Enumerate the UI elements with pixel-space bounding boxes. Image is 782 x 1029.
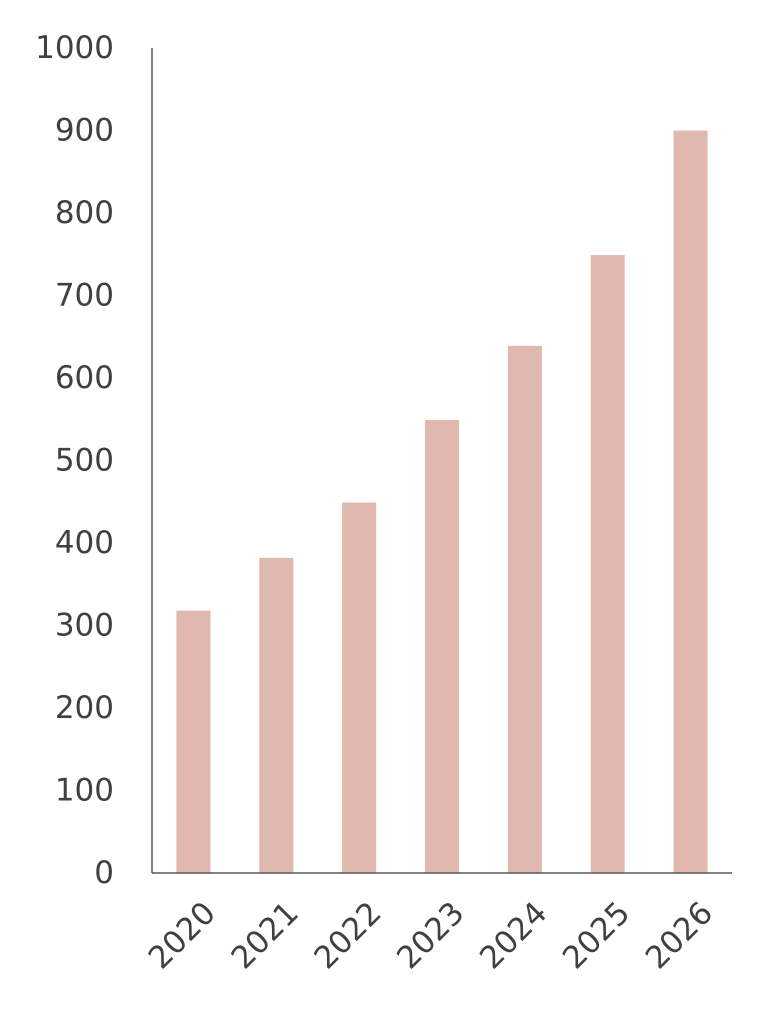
- y-tick-label: 600: [55, 360, 114, 396]
- x-tick-label: 2020: [142, 895, 223, 976]
- y-tick-label: 400: [55, 525, 114, 561]
- y-tick-label: 900: [55, 113, 114, 149]
- bar-2021: [259, 557, 294, 873]
- y-axis-ticks: 0 100 200 300 400 500 600 700 800 900 1000: [35, 30, 114, 891]
- y-tick-label: 800: [55, 195, 114, 231]
- y-tick-label: 200: [55, 690, 114, 726]
- bar-2020: [176, 610, 211, 873]
- bar-2022: [342, 502, 377, 873]
- bar-2026: [673, 130, 708, 873]
- bar-series: [176, 130, 708, 873]
- bar-2024: [507, 345, 542, 873]
- x-tick-label: 2024: [473, 895, 554, 976]
- y-tick-label: 1000: [35, 30, 114, 66]
- bar-2025: [590, 255, 625, 873]
- y-tick-label: 700: [55, 278, 114, 314]
- y-tick-label: 500: [55, 443, 114, 479]
- x-axis-ticks: 2020 2021 2022 2023 2024 2025 2026: [142, 895, 720, 976]
- x-tick-label: 2021: [225, 895, 306, 976]
- bar-2023: [425, 420, 459, 873]
- x-tick-label: 2023: [390, 895, 471, 976]
- y-tick-label: 100: [55, 773, 114, 809]
- x-tick-label: 2022: [307, 895, 388, 976]
- x-tick-label: 2025: [556, 895, 637, 976]
- y-tick-label: 0: [94, 855, 114, 891]
- x-tick-label: 2026: [639, 895, 720, 976]
- y-tick-label: 300: [55, 608, 114, 644]
